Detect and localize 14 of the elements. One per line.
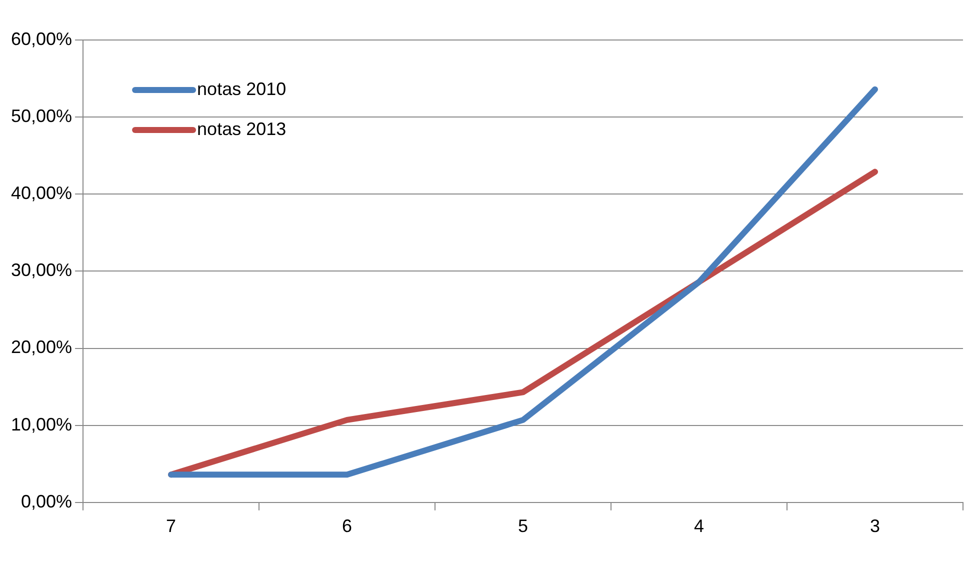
y-tick-label: 60,00% bbox=[10, 28, 72, 49]
y-tick-label: 10,00% bbox=[10, 414, 72, 434]
legend-label: notas 2010 bbox=[197, 78, 286, 99]
x-tick-label: 7 bbox=[166, 516, 176, 536]
y-tick-label: 40,00% bbox=[10, 183, 72, 204]
x-tick-label: 5 bbox=[518, 516, 528, 536]
x-tick-label: 3 bbox=[870, 516, 880, 536]
x-tick-label: 4 bbox=[694, 516, 704, 536]
y-tick-label: 50,00% bbox=[10, 106, 72, 126]
x-tick-label: 6 bbox=[342, 516, 352, 536]
y-tick-label: 0,00% bbox=[21, 491, 72, 512]
y-tick-label: 20,00% bbox=[10, 337, 72, 358]
legend-label: notas 2013 bbox=[197, 118, 286, 139]
y-tick-label: 30,00% bbox=[10, 260, 72, 280]
